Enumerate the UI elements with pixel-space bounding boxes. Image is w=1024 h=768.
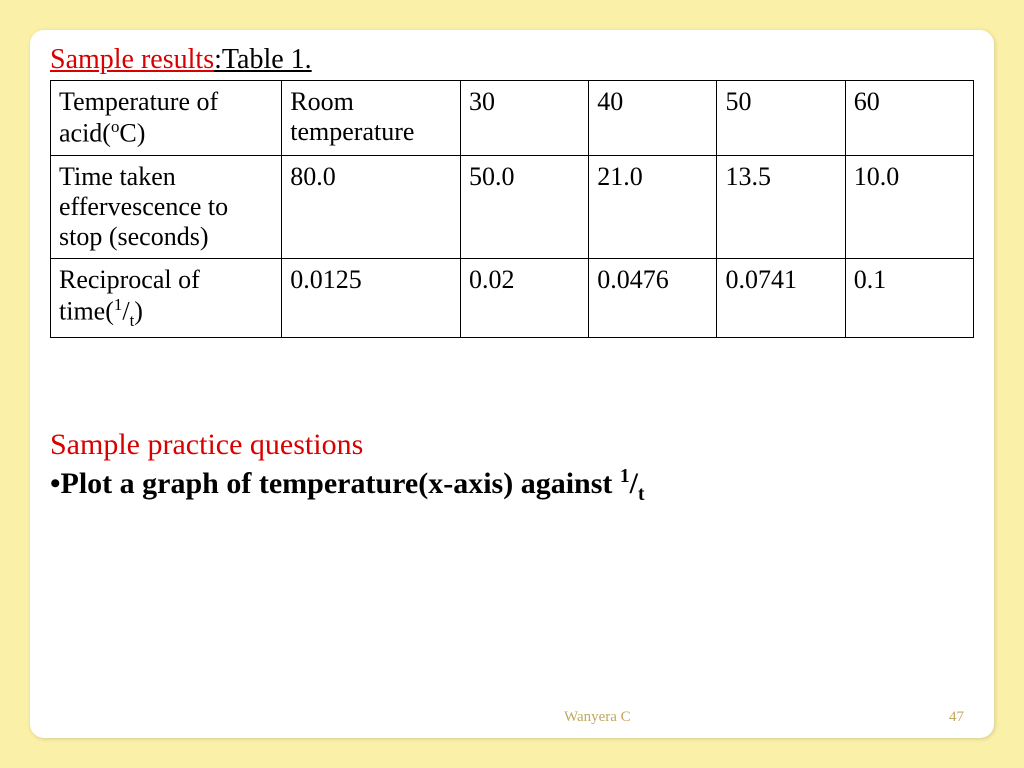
table-cell: 21.0 — [589, 155, 717, 258]
bullet-text: Plot a graph of temperature(x-axis) agai… — [61, 467, 645, 500]
slide-card: Sample results:Table 1. Temperature of a… — [30, 30, 994, 738]
row-label: Time taken effervescence to stop (second… — [51, 155, 282, 258]
footer-page: 47 — [949, 709, 964, 726]
table-body: Temperature of acid(oC)Room temperature3… — [51, 81, 974, 338]
table-cell: 0.0476 — [589, 258, 717, 337]
table-cell: 0.1 — [845, 258, 973, 337]
table-cell: 0.0125 — [282, 258, 461, 337]
row-label: Temperature of acid(oC) — [51, 81, 282, 156]
table-cell: Room temperature — [282, 81, 461, 156]
table-cell: 80.0 — [282, 155, 461, 258]
table-row: Time taken effervescence to stop (second… — [51, 155, 974, 258]
table-cell: 30 — [460, 81, 588, 156]
table-cell: 50 — [717, 81, 845, 156]
title-black-part: :Table 1. — [214, 44, 312, 75]
bullet-prefix: • — [50, 467, 61, 500]
table-cell: 13.5 — [717, 155, 845, 258]
table-row: Reciprocal of time(1/t)0.01250.020.04760… — [51, 258, 974, 337]
row-label: Reciprocal of time(1/t) — [51, 258, 282, 337]
table-cell: 10.0 — [845, 155, 973, 258]
practice-bullet: •Plot a graph of temperature(x-axis) aga… — [50, 466, 974, 506]
footer-author: Wanyera C — [564, 709, 631, 726]
results-table: Temperature of acid(oC)Room temperature3… — [50, 80, 974, 338]
table-row: Temperature of acid(oC)Room temperature3… — [51, 81, 974, 156]
table-cell: 0.02 — [460, 258, 588, 337]
practice-heading: Sample practice questions — [50, 428, 974, 462]
title-red-part: Sample results — [50, 44, 214, 75]
table-cell: 0.0741 — [717, 258, 845, 337]
footer: Wanyera C 47 — [564, 709, 964, 726]
table-cell: 60 — [845, 81, 973, 156]
table-cell: 40 — [589, 81, 717, 156]
table-cell: 50.0 — [460, 155, 588, 258]
slide-title: Sample results:Table 1. — [50, 44, 974, 76]
